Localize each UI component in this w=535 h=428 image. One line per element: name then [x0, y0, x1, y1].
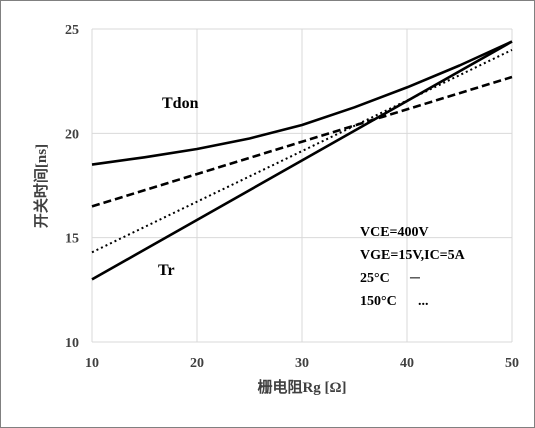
x-tick-label: 30 — [295, 356, 309, 371]
tick-labels: 10 20 30 40 50 10 15 20 25 — [65, 23, 519, 371]
y-axis-label: 开关时间[ns] — [32, 144, 50, 228]
tdon-label: Tdon — [162, 95, 199, 112]
series-line-tr-solid — [91, 40, 513, 281]
series-line-tdon-solid — [91, 40, 513, 166]
x-tick-label: 40 — [400, 356, 414, 371]
key-150c-dotted: ... — [418, 294, 429, 309]
y-tick-label: 25 — [65, 23, 79, 38]
y-tick-label: 10 — [65, 336, 79, 351]
x-axis-label: 栅电阻Rg [Ω] — [257, 378, 346, 396]
series-lines — [91, 40, 513, 281]
series-line-tdon-dashed — [91, 75, 513, 208]
key-25c-solid: ─ — [409, 271, 420, 286]
condition-25c: 25°C — [360, 271, 390, 286]
x-tick-label: 10 — [85, 356, 99, 371]
grid — [91, 28, 513, 343]
condition-150c: 150°C — [360, 294, 397, 309]
tr-label: Tr — [158, 262, 175, 279]
condition-vce: VCE=400V — [360, 225, 429, 240]
y-tick-label: 15 — [65, 232, 79, 247]
y-tick-label: 20 — [65, 127, 79, 142]
x-tick-label: 20 — [190, 356, 204, 371]
condition-vge-ic: VGE=15V,IC=5A — [360, 248, 466, 263]
x-tick-label: 50 — [505, 356, 519, 371]
